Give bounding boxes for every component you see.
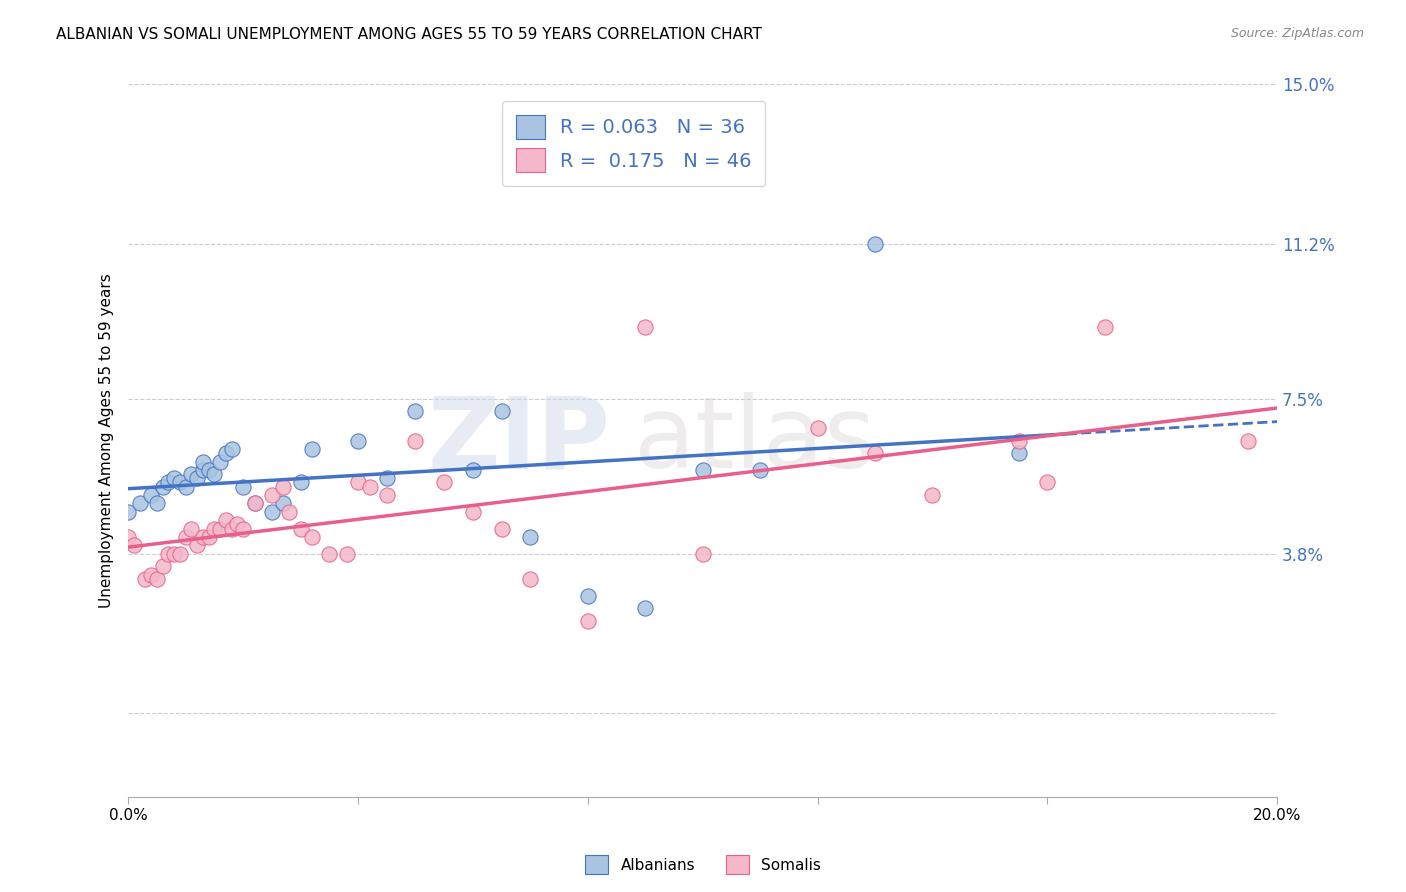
Y-axis label: Unemployment Among Ages 55 to 59 years: Unemployment Among Ages 55 to 59 years xyxy=(100,273,114,608)
Point xyxy=(692,547,714,561)
Point xyxy=(157,475,180,490)
Point xyxy=(191,454,214,468)
Text: atlas: atlas xyxy=(634,392,876,489)
Point xyxy=(921,488,943,502)
Point xyxy=(197,530,219,544)
Point xyxy=(221,442,243,456)
Point xyxy=(209,522,232,536)
Point xyxy=(491,522,513,536)
Point xyxy=(134,572,156,586)
Point xyxy=(634,601,657,615)
Point xyxy=(141,488,163,502)
Point xyxy=(209,454,232,468)
Point xyxy=(863,446,886,460)
Point xyxy=(461,463,484,477)
Point xyxy=(157,547,180,561)
Point xyxy=(128,496,150,510)
Point xyxy=(375,471,398,485)
Point xyxy=(273,496,295,510)
Point xyxy=(191,463,214,477)
Point xyxy=(290,475,312,490)
Point xyxy=(863,236,886,251)
Point xyxy=(576,614,599,628)
Point xyxy=(152,559,174,574)
Point xyxy=(278,505,301,519)
Point xyxy=(290,522,312,536)
Point xyxy=(180,522,202,536)
Point xyxy=(232,522,254,536)
Point xyxy=(169,475,191,490)
Point xyxy=(1094,320,1116,334)
Point xyxy=(117,530,139,544)
Text: ZIP: ZIP xyxy=(427,392,610,489)
Point xyxy=(204,467,226,481)
Point xyxy=(301,530,323,544)
Point xyxy=(519,530,541,544)
Point xyxy=(359,480,381,494)
Point xyxy=(433,475,456,490)
Point xyxy=(226,517,249,532)
Legend: Albanians, Somalis: Albanians, Somalis xyxy=(579,849,827,880)
Point xyxy=(174,530,197,544)
Point xyxy=(163,547,186,561)
Point xyxy=(405,434,427,448)
Text: Source: ZipAtlas.com: Source: ZipAtlas.com xyxy=(1230,27,1364,40)
Point xyxy=(146,496,169,510)
Point xyxy=(186,471,208,485)
Point xyxy=(186,538,208,552)
Point xyxy=(491,404,513,418)
Point xyxy=(215,446,238,460)
Point xyxy=(204,522,226,536)
Point xyxy=(692,463,714,477)
Point xyxy=(146,572,169,586)
Point xyxy=(634,320,657,334)
Point xyxy=(347,434,370,448)
Point xyxy=(152,480,174,494)
Point xyxy=(169,547,191,561)
Text: ALBANIAN VS SOMALI UNEMPLOYMENT AMONG AGES 55 TO 59 YEARS CORRELATION CHART: ALBANIAN VS SOMALI UNEMPLOYMENT AMONG AG… xyxy=(56,27,762,42)
Point xyxy=(122,538,145,552)
Point xyxy=(191,530,214,544)
Point xyxy=(335,547,357,561)
Point xyxy=(519,572,541,586)
Point xyxy=(197,463,219,477)
Point xyxy=(163,471,186,485)
Point xyxy=(117,505,139,519)
Point xyxy=(1237,434,1260,448)
Point xyxy=(260,505,283,519)
Point xyxy=(243,496,266,510)
Point xyxy=(232,480,254,494)
Point xyxy=(318,547,340,561)
Point xyxy=(260,488,283,502)
Point xyxy=(141,567,163,582)
Point xyxy=(243,496,266,510)
Point xyxy=(405,404,427,418)
Point xyxy=(806,421,828,435)
Point xyxy=(301,442,323,456)
Point xyxy=(1007,434,1029,448)
Point xyxy=(1007,446,1029,460)
Point xyxy=(375,488,398,502)
Point xyxy=(221,522,243,536)
Point xyxy=(576,589,599,603)
Point xyxy=(749,463,772,477)
Legend: R = 0.063   N = 36, R =  0.175   N = 46: R = 0.063 N = 36, R = 0.175 N = 46 xyxy=(502,102,765,186)
Point xyxy=(273,480,295,494)
Point xyxy=(347,475,370,490)
Point xyxy=(1036,475,1059,490)
Point xyxy=(180,467,202,481)
Point xyxy=(174,480,197,494)
Point xyxy=(215,513,238,527)
Point xyxy=(461,505,484,519)
